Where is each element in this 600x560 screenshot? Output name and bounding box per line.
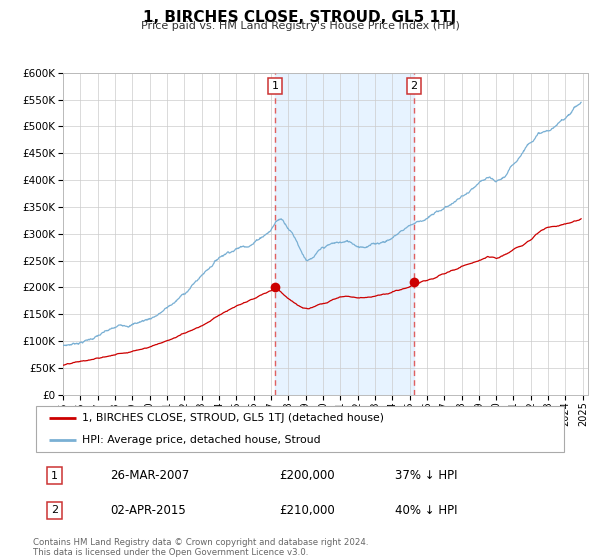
Text: 2: 2 [51, 505, 58, 515]
Text: 1: 1 [51, 471, 58, 481]
Text: 1: 1 [271, 81, 278, 91]
Text: Price paid vs. HM Land Registry's House Price Index (HPI): Price paid vs. HM Land Registry's House … [140, 21, 460, 31]
Text: 2: 2 [410, 81, 418, 91]
Text: Contains HM Land Registry data © Crown copyright and database right 2024.
This d: Contains HM Land Registry data © Crown c… [33, 538, 368, 557]
FancyBboxPatch shape [36, 406, 564, 452]
Text: 37% ↓ HPI: 37% ↓ HPI [395, 469, 458, 482]
Text: HPI: Average price, detached house, Stroud: HPI: Average price, detached house, Stro… [82, 435, 321, 445]
Bar [275, 73, 414, 395]
Text: 26-MAR-2007: 26-MAR-2007 [110, 469, 189, 482]
Text: 1, BIRCHES CLOSE, STROUD, GL5 1TJ (detached house): 1, BIRCHES CLOSE, STROUD, GL5 1TJ (detac… [82, 413, 385, 423]
Text: 1, BIRCHES CLOSE, STROUD, GL5 1TJ: 1, BIRCHES CLOSE, STROUD, GL5 1TJ [143, 10, 457, 25]
Text: 02-APR-2015: 02-APR-2015 [110, 503, 185, 516]
Text: £210,000: £210,000 [279, 503, 335, 516]
Text: 40% ↓ HPI: 40% ↓ HPI [395, 503, 458, 516]
Text: £200,000: £200,000 [279, 469, 335, 482]
